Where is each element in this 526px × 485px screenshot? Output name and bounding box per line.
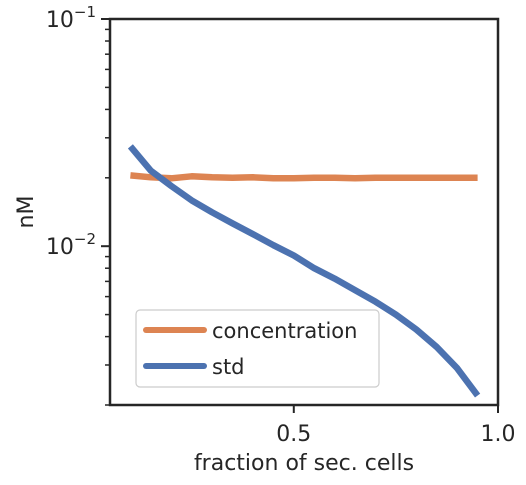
series-layer — [127, 144, 481, 398]
legend-label-concentration: concentration — [212, 319, 357, 343]
y-tick-label: 10−1 — [46, 3, 96, 33]
series-line-concentration — [130, 172, 478, 182]
ticks-layer: 0.5 1.0 10−2 10−1 — [46, 3, 516, 447]
y-tick-label: 10−2 — [46, 230, 96, 260]
legend-label-std: std — [212, 355, 245, 379]
y-axis-label: nM — [14, 196, 39, 229]
plot-frame — [108, 17, 500, 407]
x-tick-label: 0.5 — [276, 422, 311, 447]
series-line-std — [127, 144, 481, 398]
x-axis-label: fraction of sec. cells — [194, 451, 414, 476]
legend: concentration std — [135, 309, 380, 388]
x-tick-label: 1.0 — [481, 422, 516, 447]
